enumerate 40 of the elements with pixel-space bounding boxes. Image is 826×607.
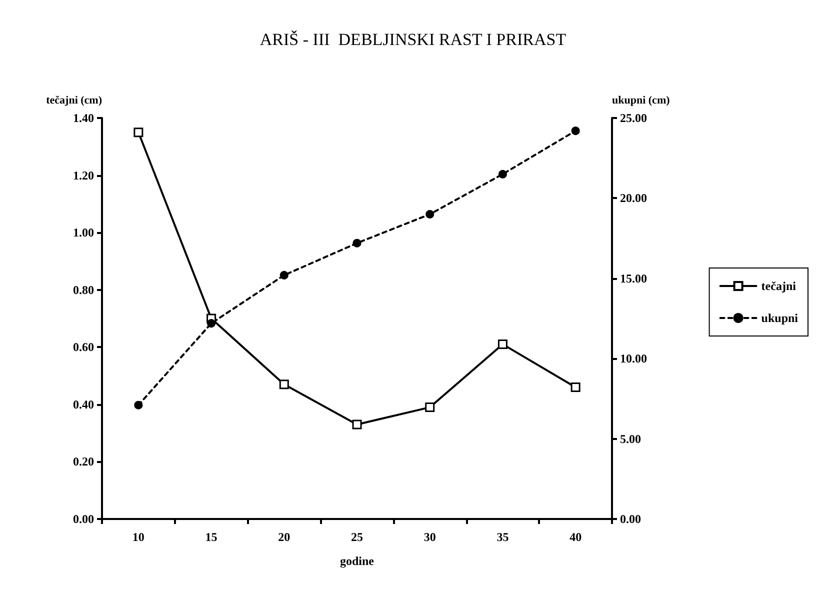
x-tick-label: 30: [424, 530, 436, 544]
y-tick-label: 1.00: [73, 226, 94, 240]
y-tick-label: 0.80: [73, 282, 94, 297]
point: [571, 126, 580, 136]
y-tick-label: 0.40: [73, 397, 94, 412]
y2-tick-label: 25.00: [620, 111, 647, 125]
y2-tick-label: 20.00: [620, 191, 647, 206]
y2-tick-label: 5.00: [620, 432, 641, 446]
legend-label: ukupni: [761, 311, 799, 325]
point: [426, 210, 434, 218]
x-tick-label: 20: [278, 530, 290, 544]
point: [207, 319, 216, 328]
y2-tick-label: 10.00: [620, 352, 647, 366]
x-tick-label: 25: [351, 530, 363, 544]
chart-title: ARIŠ - III DEBLJINSKI RAST I PRIRAST: [260, 30, 567, 49]
point: [352, 420, 362, 430]
y2-axis-title: ukupni (cm): [612, 94, 670, 106]
y-tick-label: 0.60: [73, 340, 94, 354]
point: [498, 170, 507, 178]
point: [280, 270, 288, 280]
x-tick-label: 40: [570, 530, 582, 544]
y-tick-label: 1.40: [73, 111, 94, 125]
y-tick-label: 1.20: [73, 168, 94, 182]
point: [352, 238, 362, 248]
y2-tick-label: 15.00: [620, 271, 647, 286]
y-tick-label: 0.20: [73, 454, 94, 469]
y-tick-label: 0.00: [73, 512, 94, 526]
x-tick-label: 15: [205, 530, 218, 544]
point: [134, 128, 144, 138]
x-tick-label: 35: [496, 530, 509, 544]
y-axis-title: tečajni (cm): [46, 94, 102, 106]
point: [570, 382, 580, 392]
x-tick-label: 10: [132, 530, 144, 544]
point: [134, 400, 143, 410]
point: [498, 340, 508, 350]
point: [279, 380, 289, 390]
legend-label: tečajni: [761, 279, 797, 293]
y2-tick-label: 0.00: [620, 512, 641, 526]
x-axis-title: godine: [340, 554, 375, 568]
point: [425, 402, 435, 412]
